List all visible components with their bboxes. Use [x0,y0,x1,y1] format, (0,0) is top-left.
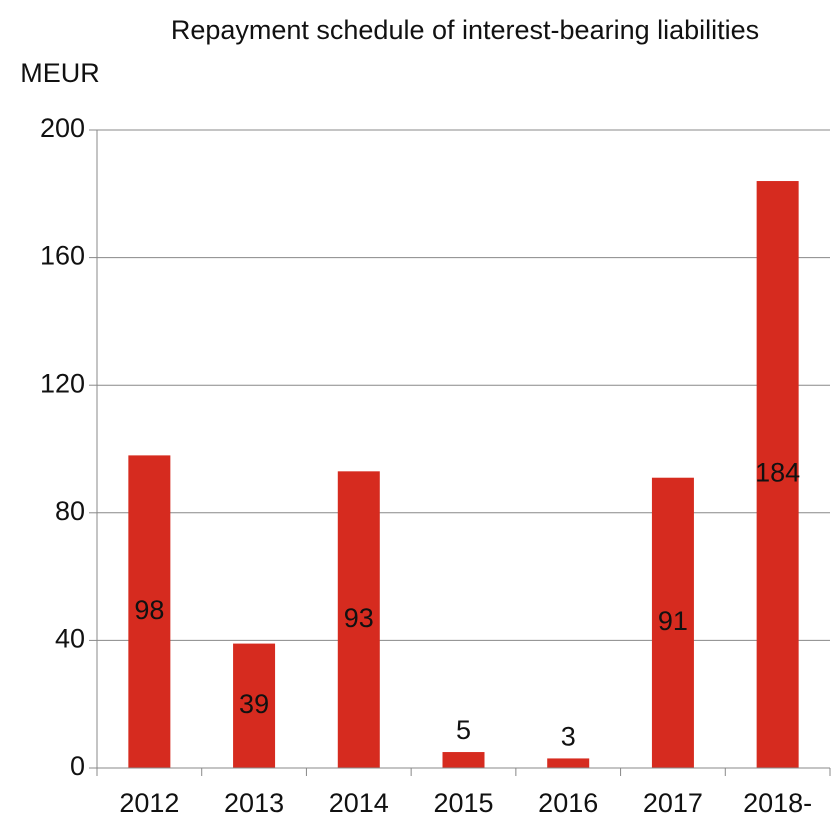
x-tick-label: 2013 [224,788,284,818]
data-label: 184 [755,458,800,488]
bar [756,181,799,769]
x-tick-label: 2014 [329,788,389,818]
bar [547,758,590,768]
data-label: 91 [658,606,688,636]
bar [233,643,276,768]
x-tick-label: 2016 [538,788,598,818]
data-label: 5 [456,715,471,745]
bar [337,471,380,768]
y-tick-label: 80 [55,496,85,526]
data-label: 93 [344,603,374,633]
y-tick-label: 40 [55,624,85,654]
y-tick-label: 0 [70,751,85,781]
chart-title: Repayment schedule of interest-bearing l… [170,15,760,45]
data-label: 3 [561,722,576,752]
bar [651,477,694,768]
y-tick-label: 160 [40,241,85,271]
x-tick-label: 2017 [643,788,703,818]
bar [128,455,171,768]
x-tick-label: 2018- [743,788,812,818]
x-tick-label: 2015 [433,788,493,818]
bar [442,752,485,768]
y-tick-label: 200 [40,113,85,143]
x-tick-label: 2012 [119,788,179,818]
y-tick-label: 120 [40,368,85,398]
data-label: 39 [239,689,269,719]
y-axis-label: MEUR [20,58,100,88]
data-label: 98 [134,595,164,625]
